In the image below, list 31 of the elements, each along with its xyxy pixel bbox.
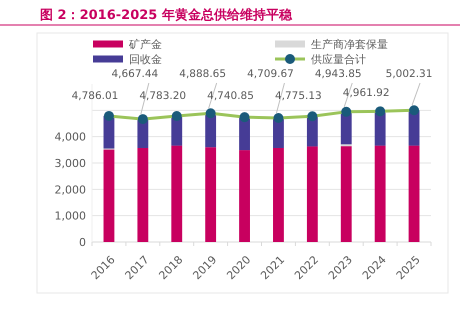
legend-label: 生产商净套保量 bbox=[311, 38, 388, 51]
legend-label: 矿产金 bbox=[128, 38, 162, 51]
legend-label: 回收金 bbox=[129, 53, 162, 66]
bar bbox=[306, 146, 318, 242]
data-label: 4,667.44 bbox=[111, 68, 159, 80]
data-label: 4,786.01 bbox=[72, 90, 118, 102]
bar bbox=[374, 146, 386, 242]
bar bbox=[408, 110, 420, 146]
data-label: 4,943.85 bbox=[314, 68, 362, 80]
data-label: 4,888.65 bbox=[179, 68, 226, 80]
data-label: 4,775.13 bbox=[274, 90, 322, 102]
chart-title: 图 2：2016-2025 年黄金总供给维持平稳 bbox=[40, 7, 293, 23]
legend-label: 供应量合计 bbox=[311, 53, 366, 66]
y-tick-label: 4,000 bbox=[54, 130, 86, 144]
bar bbox=[137, 148, 148, 242]
bar bbox=[239, 150, 250, 242]
bar bbox=[340, 146, 352, 242]
bar bbox=[104, 150, 114, 242]
data-label: 4,740.85 bbox=[207, 90, 254, 102]
data-label: 5,002.31 bbox=[386, 68, 432, 80]
y-tick-label: 1,000 bbox=[54, 210, 86, 223]
bar bbox=[408, 146, 420, 242]
y-tick-label: 2,000 bbox=[54, 183, 86, 196]
y-tick-label: 0 bbox=[79, 236, 86, 249]
y-tick-label: 3,000 bbox=[54, 157, 86, 170]
data-label: 4,709.67 bbox=[247, 68, 294, 80]
bar bbox=[171, 146, 182, 242]
bar bbox=[273, 148, 284, 242]
data-label: 4,783.20 bbox=[139, 90, 186, 102]
data-label: 4,961.92 bbox=[342, 87, 390, 99]
bar bbox=[205, 147, 216, 242]
